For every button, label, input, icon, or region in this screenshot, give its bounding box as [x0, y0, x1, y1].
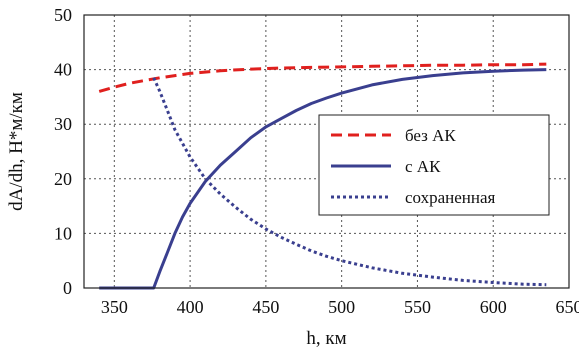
y-tick-labels: 0 10 20 30 40 50 [54, 5, 72, 298]
legend-label-1: без АК [405, 126, 456, 145]
y-tick-label: 40 [54, 60, 72, 80]
y-tick-label: 20 [54, 169, 72, 189]
x-tick-labels: 350 400 450 500 550 600 650 [101, 297, 579, 317]
data-series [98, 62, 547, 290]
x-axis-label: h, км [306, 328, 346, 349]
x-tick-label: 400 [177, 297, 204, 317]
y-axis-label: dA/dh, Н*м/км [6, 92, 27, 211]
y-tick-label: 30 [54, 114, 72, 134]
legend: без АК с АК сохраненная [318, 114, 550, 216]
series-line-2 [99, 68, 547, 290]
x-tick-label: 450 [252, 297, 279, 317]
legend-label-3: сохраненная [405, 188, 496, 207]
x-tick-label: 350 [101, 297, 128, 317]
x-tick-label: 550 [404, 297, 431, 317]
series-line-3 [152, 77, 547, 287]
series-line-1 [98, 62, 547, 93]
y-tick-label: 10 [54, 223, 72, 243]
x-tick-label: 600 [480, 297, 507, 317]
y-tick-label: 50 [54, 5, 72, 25]
legend-label-2: с АК [405, 157, 441, 176]
x-tick-label: 650 [556, 297, 579, 317]
x-tick-label: 500 [328, 297, 355, 317]
y-tick-label: 0 [63, 278, 72, 298]
plot-frame [83, 14, 570, 289]
